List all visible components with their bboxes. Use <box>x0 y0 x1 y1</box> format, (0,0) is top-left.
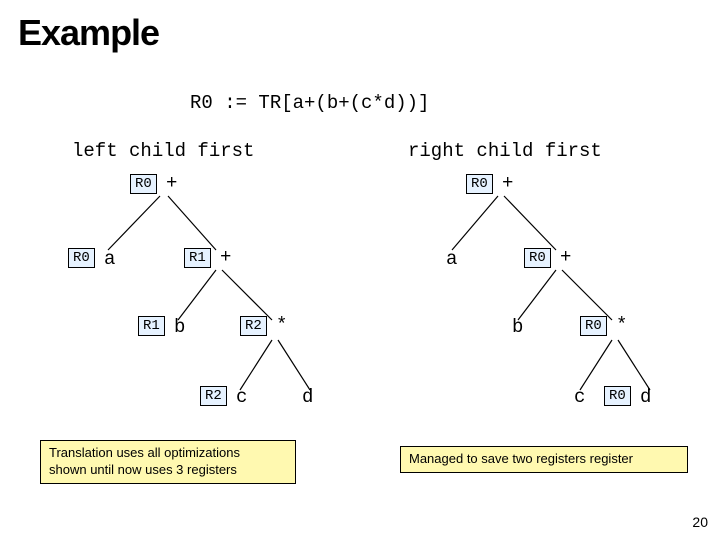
left-subheading: left child first <box>72 140 254 162</box>
left-l3-right-label: d <box>302 386 313 408</box>
right-root-op: + <box>502 174 513 193</box>
right-l2-right-reg: R0 <box>580 316 607 336</box>
left-l2-right-reg: R2 <box>240 316 267 336</box>
right-l1-right-op: + <box>560 248 571 267</box>
left-root-op: + <box>166 174 177 193</box>
left-l1-right-reg: R1 <box>184 248 211 268</box>
left-note: Translation uses all optimizations shown… <box>40 440 296 484</box>
left-l1-left-reg: R0 <box>68 248 95 268</box>
left-note-line2: shown until now uses 3 registers <box>49 462 237 477</box>
expression-text: R0 := TR[a+(b+(c*d))] <box>190 92 429 114</box>
left-l1-right-op: + <box>220 248 231 267</box>
right-l1-left-label: a <box>446 248 457 270</box>
left-l1-left-label: a <box>104 248 115 270</box>
right-note: Managed to save two registers register <box>400 446 688 473</box>
right-l1-right-reg: R0 <box>524 248 551 268</box>
right-l3-right-label: d <box>640 386 651 408</box>
left-l3-left-label: c <box>236 386 247 408</box>
left-note-line1: Translation uses all optimizations <box>49 445 240 460</box>
page-number: 20 <box>692 514 708 530</box>
right-l3-left-label: c <box>574 386 585 408</box>
right-subheading: right child first <box>408 140 602 162</box>
left-root-reg: R0 <box>130 174 157 194</box>
slide-title: Example <box>18 12 159 54</box>
right-note-text: Managed to save two registers register <box>409 451 633 466</box>
right-l3-right-reg: R0 <box>604 386 631 406</box>
right-root-reg: R0 <box>466 174 493 194</box>
left-l2-left-label: b <box>174 316 185 338</box>
right-l2-left-label: b <box>512 316 523 338</box>
left-l2-left-reg: R1 <box>138 316 165 336</box>
right-l2-right-op: * <box>616 316 627 335</box>
left-l2-right-op: * <box>276 316 287 335</box>
left-l3-left-reg: R2 <box>200 386 227 406</box>
